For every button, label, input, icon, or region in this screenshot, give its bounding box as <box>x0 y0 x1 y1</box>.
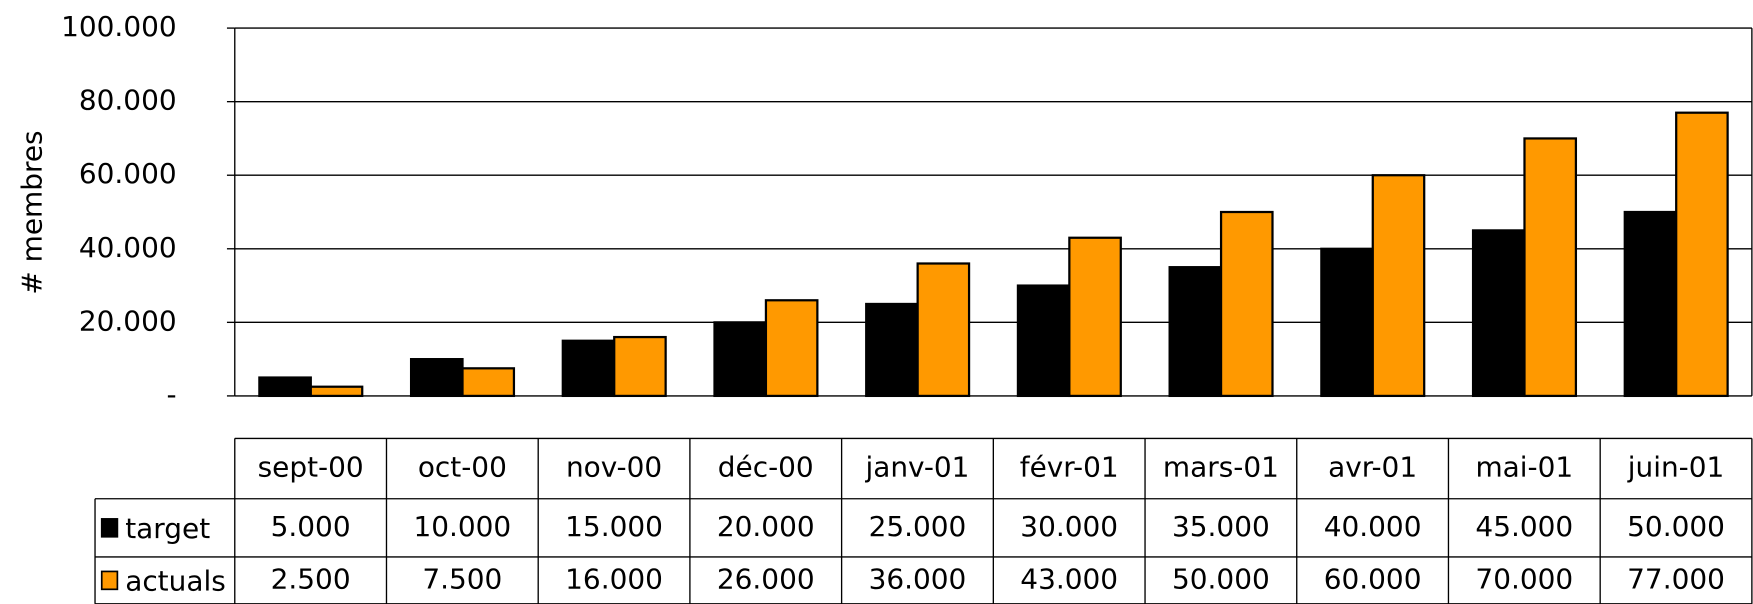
y-tick-label: - <box>167 378 177 411</box>
bar <box>1523 137 1578 398</box>
data-label: 2.500 <box>271 562 351 595</box>
data-label: 43.000 <box>1020 562 1118 595</box>
bar <box>258 376 312 398</box>
y-tick-label: 40.000 <box>79 231 177 264</box>
legend-label: target <box>125 512 210 545</box>
x-tick-label: juin-01 <box>1627 451 1725 484</box>
bar <box>865 302 919 398</box>
data-label: 5.000 <box>271 510 351 543</box>
data-label: 45.000 <box>1475 510 1573 543</box>
data-label: 25.000 <box>869 510 967 543</box>
bar <box>1219 210 1274 398</box>
x-tick-label: mars-01 <box>1163 451 1279 484</box>
data-label: 50.000 <box>1627 510 1725 543</box>
bar <box>1168 266 1223 398</box>
data-label: 35.000 <box>1172 510 1270 543</box>
bar <box>409 358 464 398</box>
x-tick-label: déc-00 <box>718 451 814 484</box>
y-tick-label: 100.000 <box>61 10 177 43</box>
x-tick-label: févr-01 <box>1020 451 1119 484</box>
legend-swatch <box>100 570 119 591</box>
data-label: 77.000 <box>1627 562 1725 595</box>
data-label: 60.000 <box>1324 562 1422 595</box>
bar <box>1471 229 1526 398</box>
bar <box>1675 111 1729 398</box>
bar <box>1371 174 1426 398</box>
data-label: 40.000 <box>1324 510 1422 543</box>
data-label: 7.500 <box>422 562 502 595</box>
x-tick-label: janv-01 <box>864 451 969 484</box>
data-label: 15.000 <box>565 510 663 543</box>
bar <box>561 339 616 398</box>
data-label: 20.000 <box>717 510 815 543</box>
data-label: 16.000 <box>565 562 663 595</box>
y-axis-label: # membres <box>16 130 49 294</box>
y-tick-label: 20.000 <box>79 304 177 337</box>
data-label: 10.000 <box>413 510 511 543</box>
x-tick-label: avr-01 <box>1328 451 1417 484</box>
bar <box>309 385 364 398</box>
data-label: 70.000 <box>1475 562 1573 595</box>
legend-label: actuals <box>125 565 226 598</box>
y-tick-label: 60.000 <box>79 157 177 190</box>
x-tick-label: mai-01 <box>1475 451 1573 484</box>
bar <box>713 321 768 398</box>
bar <box>1623 210 1678 398</box>
data-label: 36.000 <box>869 562 967 595</box>
y-tick-label: 80.000 <box>79 84 177 117</box>
data-label: 50.000 <box>1172 562 1270 595</box>
data-label: 26.000 <box>717 562 815 595</box>
bar <box>1016 284 1071 398</box>
x-tick-label: oct-00 <box>418 451 507 484</box>
bar <box>461 367 516 398</box>
legend-swatch <box>100 518 119 538</box>
x-tick-label: nov-00 <box>566 451 662 484</box>
data-label: 30.000 <box>1020 510 1118 543</box>
bar <box>764 299 819 398</box>
bar <box>1068 236 1122 398</box>
bar <box>1320 247 1374 398</box>
bar <box>613 335 667 398</box>
bar <box>916 262 971 398</box>
x-tick-label: sept-00 <box>258 451 364 484</box>
